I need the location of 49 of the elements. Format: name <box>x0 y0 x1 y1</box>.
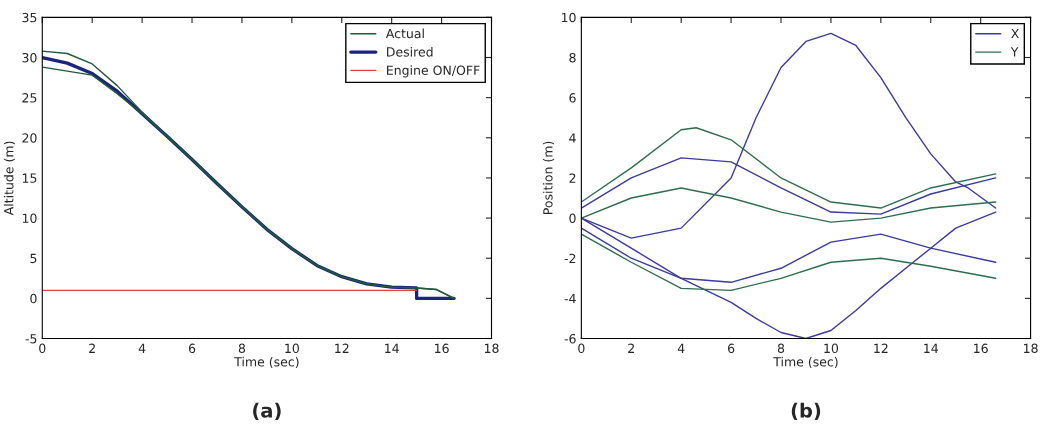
y-tick-label: 5 <box>30 253 37 264</box>
x-tick-label: 12 <box>335 343 349 353</box>
y-tick-label: 35 <box>22 12 37 23</box>
x-tick-label: 8 <box>777 343 785 354</box>
x-tick-label: 8 <box>238 343 246 354</box>
y-axis-title: Position (m) <box>542 141 555 214</box>
x-tick-label: 12 <box>874 343 888 353</box>
legend-label: Engine ON/OFF <box>387 65 480 78</box>
y-tick-label: 0 <box>30 293 37 304</box>
y-axis-title: Altitude (m) <box>3 141 16 216</box>
legend-label: Desired <box>387 46 433 57</box>
y-tick-label: 20 <box>22 133 37 143</box>
x-tick-label: 10 <box>824 343 839 354</box>
x-tick-label: 2 <box>628 343 634 353</box>
text: (b) <box>791 402 821 421</box>
x-tick-label: 10 <box>285 343 299 354</box>
text: (a) <box>253 402 281 421</box>
x-tick-label: 2 <box>89 343 95 353</box>
y-tick-label: -6 <box>564 333 576 344</box>
x-tick-label: 0 <box>39 343 46 354</box>
x-axis-title: Time (sec) <box>234 356 299 369</box>
y-tick-label: -5 <box>25 334 37 344</box>
y-tick-label: 10 <box>561 12 576 23</box>
legend-label: Actual <box>385 28 424 39</box>
x-axis-title: Time (sec) <box>773 356 838 369</box>
y-tick-label: 15 <box>22 173 37 183</box>
x-tick-label: 14 <box>385 343 399 353</box>
x-tick-label: 16 <box>974 343 988 354</box>
y-tick-label: 8 <box>569 52 576 63</box>
y-tick-label: 2 <box>569 173 576 183</box>
x-tick-label: 18 <box>484 343 499 354</box>
x-tick-label: 4 <box>677 343 685 353</box>
x-tick-label: 6 <box>188 343 196 354</box>
legend-label: X <box>1011 28 1019 39</box>
y-tick-label: 0 <box>569 213 576 224</box>
x-tick-label: 4 <box>138 343 146 353</box>
y-tick-label: 25 <box>22 93 37 103</box>
x-tick-label: 6 <box>727 343 735 354</box>
legend-label: Y <box>1010 47 1019 57</box>
x-tick-label: 16 <box>435 343 449 354</box>
y-tick-label: 30 <box>22 52 37 63</box>
y-tick-label: -4 <box>564 294 576 304</box>
y-tick-label: 4 <box>569 133 576 143</box>
x-tick-label: 0 <box>578 343 585 354</box>
y-tick-label: 6 <box>569 93 576 103</box>
y-tick-label: -2 <box>564 253 576 263</box>
x-tick-label: 14 <box>924 343 938 353</box>
y-tick-label: 10 <box>22 213 37 224</box>
x-tick-label: 18 <box>1023 343 1038 354</box>
